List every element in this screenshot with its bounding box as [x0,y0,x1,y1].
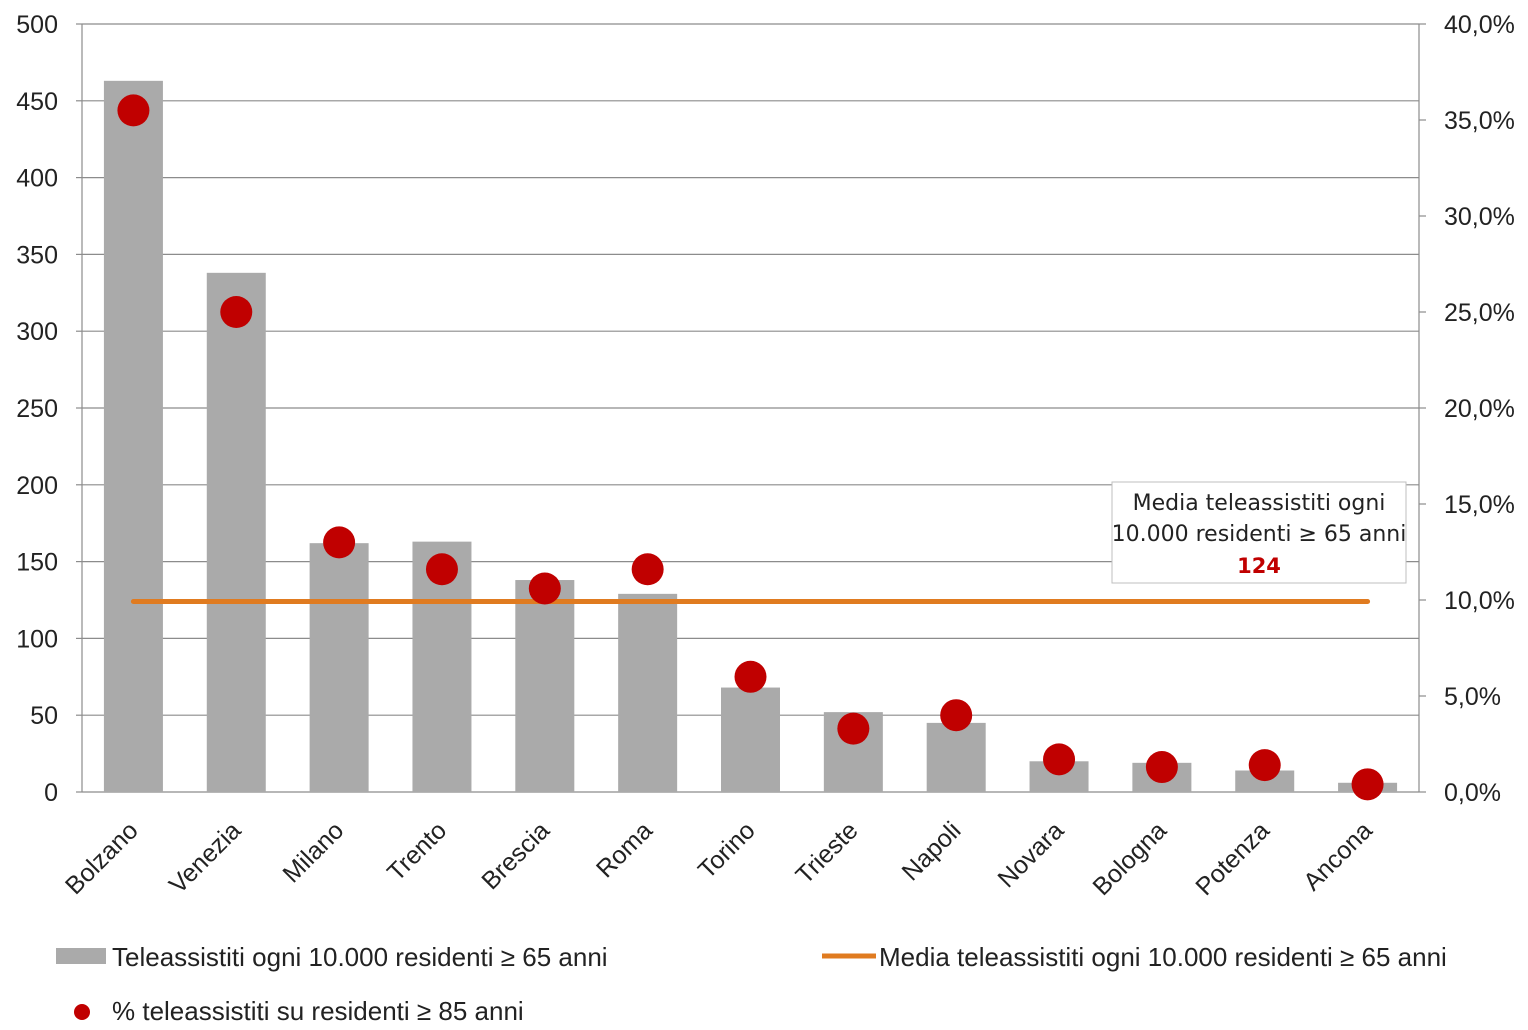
data-point [631,553,664,586]
bar [926,722,986,792]
legend-dot-label: % teleassistiti su residenti ≥ 85 anni [112,996,524,1025]
left-tick-label: 250 [16,395,58,423]
left-tick-label: 300 [16,318,58,346]
left-tick-label: 200 [16,472,58,500]
category-label: Trieste [790,816,863,889]
legend-bar-swatch [56,948,106,964]
bar [721,687,780,792]
bar [103,80,163,792]
legend-bar-label: Teleassistiti ogni 10.000 residenti ≥ 65… [112,942,608,972]
category-label: Brescia [476,816,555,895]
annotation-line2: 10.000 residenti ≥ 65 anni [1112,522,1407,547]
grid-layer [82,23,1419,716]
bars-layer [103,80,1398,792]
left-tick-label: 100 [16,625,58,653]
legend-dot-swatch [74,1004,90,1020]
category-label: Trento [382,816,452,886]
category-label: Napoli [897,816,967,886]
data-point [220,296,253,328]
data-point [734,660,767,693]
data-point [1145,751,1178,784]
annotation-line1: Media teleassistiti ogni [1133,491,1386,516]
data-point [117,94,150,127]
data-point [837,712,870,745]
left-tick-label: 500 [16,11,58,39]
category-label: Torino [693,816,761,884]
data-point [1248,749,1281,782]
data-point [940,699,973,732]
bar [206,272,266,792]
category-label: Novara [992,816,1069,893]
bar [309,543,369,792]
right-tick-label: 10,0% [1444,587,1515,615]
right-tick-label: 0,0% [1444,779,1501,807]
category-label: Milano [277,816,349,888]
annotation-value: 124 [1237,554,1281,578]
right-tick-label: 40,0% [1444,11,1515,39]
data-point [528,572,561,605]
category-label: Venezia [164,816,247,899]
data-point [1351,768,1384,801]
bar [1235,770,1295,792]
right-tick-label: 5,0% [1444,683,1501,711]
legend-line-label: Media teleassistiti ogni 10.000 resident… [879,942,1447,972]
data-point [425,553,458,586]
left-tick-label: 450 [16,88,58,116]
category-label: Roma [591,816,658,883]
annotation-box [1111,481,1407,584]
average-annotation: Media teleassistiti ogni 10.000 resident… [1111,481,1407,584]
right-tick-label: 30,0% [1444,203,1515,231]
category-label: Bolzano [60,816,144,900]
right-tick-label: 20,0% [1444,395,1515,423]
left-tick-label: 150 [16,549,58,577]
left-tick-label: 350 [16,241,58,269]
data-point [1043,743,1076,776]
points-layer [117,94,1384,801]
right-tick-label: 15,0% [1444,491,1515,519]
data-point [323,526,356,559]
right-tick-label: 25,0% [1444,299,1515,327]
bar [515,580,575,792]
left-tick-label: 0 [44,779,58,807]
category-label: Bologna [1087,816,1172,901]
bar [618,593,678,792]
category-label: Ancona [1298,816,1378,896]
left-tick-label: 50 [30,702,58,730]
category-label: Potenza [1190,816,1275,901]
legend: Teleassistiti ogni 10.000 residenti ≥ 65… [56,942,1447,1026]
left-tick-label: 400 [16,165,58,193]
right-tick-label: 35,0% [1444,107,1515,135]
